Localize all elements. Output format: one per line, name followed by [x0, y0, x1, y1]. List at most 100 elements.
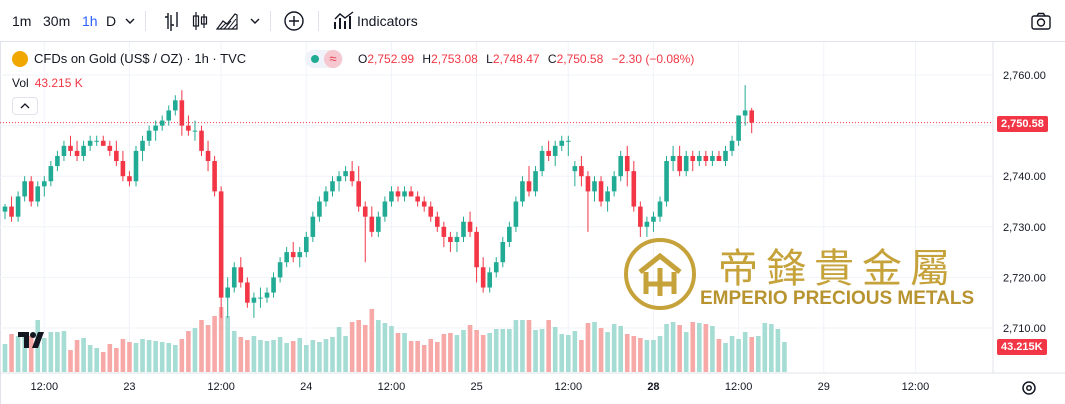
- candles-icon[interactable]: [188, 9, 212, 33]
- plus-circle-icon[interactable]: [282, 9, 306, 33]
- toolbar-divider: [270, 11, 271, 31]
- volume-bar: [297, 338, 303, 372]
- volume-bar: [61, 331, 67, 372]
- gold-symbol-icon[interactable]: [12, 51, 28, 67]
- price-chart[interactable]: 2,760.002,750.002,740.002,730.002,720.00…: [0, 42, 1065, 404]
- candle-body: [716, 155, 722, 162]
- candle-body: [369, 216, 375, 232]
- volume-bar: [703, 324, 709, 372]
- volume-bar: [100, 352, 106, 372]
- volume-bar: [369, 309, 375, 372]
- candle-body: [644, 221, 650, 227]
- chevron-up-icon: [20, 103, 30, 109]
- open-value: 2,752.99: [367, 52, 415, 66]
- volume-bar: [461, 330, 466, 372]
- close-key: C: [547, 52, 557, 66]
- camera-icon[interactable]: [1029, 9, 1053, 33]
- last-volume-tag: 43.215K: [997, 339, 1047, 355]
- candle-body: [94, 140, 99, 142]
- volume-bar: [120, 339, 126, 372]
- volume-bar: [28, 336, 34, 372]
- tradingview-logo[interactable]: [18, 330, 48, 350]
- volume-bar: [22, 332, 27, 372]
- interval-30m-button[interactable]: 30m: [43, 13, 71, 29]
- candle-body: [539, 150, 545, 172]
- volume-bar: [192, 328, 198, 372]
- open-key: O: [358, 52, 368, 66]
- candle-body: [736, 115, 741, 141]
- emperio-logo: [624, 238, 696, 310]
- market-status-pill[interactable]: ≈: [305, 50, 343, 68]
- volume-bar: [140, 339, 145, 372]
- candle-body: [179, 100, 185, 126]
- volume-bar: [448, 333, 453, 372]
- change-value: −2.30 (−0.08%): [611, 52, 695, 66]
- volume-bar: [271, 340, 276, 372]
- price-tick-label: 2,740.00: [1003, 171, 1046, 183]
- bar-style-icon[interactable]: [161, 9, 185, 33]
- candle-body: [87, 140, 93, 146]
- time-tick-label: 12:00: [31, 381, 59, 393]
- candle-body: [441, 226, 447, 237]
- candle-body: [526, 181, 532, 192]
- candle-body: [258, 297, 263, 299]
- area-icon[interactable]: [215, 9, 239, 33]
- candle-body: [140, 140, 145, 151]
- candle-body: [199, 130, 204, 151]
- low-value: 2,748.47: [492, 52, 540, 66]
- candle-body: [598, 181, 604, 202]
- volume-bar: [133, 343, 139, 372]
- candle-body: [218, 191, 224, 298]
- volume-bar: [710, 326, 715, 372]
- candle-body: [402, 191, 407, 197]
- interval-d-button[interactable]: D: [106, 13, 117, 29]
- settings-icon[interactable]: [1019, 378, 1039, 398]
- volume-bar: [428, 339, 434, 372]
- candle-body: [100, 140, 106, 146]
- chevron-down-icon[interactable]: [122, 9, 138, 33]
- candle-body: [127, 176, 132, 182]
- volume-bar: [749, 337, 754, 372]
- volume-bar: [775, 329, 781, 372]
- volume-bar: [153, 341, 158, 372]
- candle-body: [68, 145, 73, 151]
- candle-body: [55, 155, 60, 167]
- price-tick-label: 2,760.00: [1003, 70, 1046, 82]
- candle-body: [493, 262, 499, 273]
- candle-body: [428, 206, 434, 217]
- volume-bar: [559, 334, 565, 372]
- chevron-down-icon[interactable]: [247, 9, 263, 33]
- volume-bar: [467, 325, 473, 372]
- interval-1m-button[interactable]: 1m: [12, 13, 32, 29]
- volume-bar: [480, 335, 486, 372]
- indicators-button[interactable]: Indicators: [357, 13, 418, 29]
- high-value: 2,753.08: [431, 52, 478, 66]
- volume-bar: [755, 336, 761, 372]
- volume-bar: [677, 325, 682, 372]
- candle-body: [245, 282, 250, 303]
- volume-bar: [238, 337, 244, 372]
- collapse-legend-button[interactable]: [12, 97, 38, 115]
- candle-body: [212, 161, 217, 192]
- symbol-title[interactable]: CFDs on Gold (US$ / OZ) · 1h · TVC: [34, 51, 247, 66]
- candle-body: [552, 145, 558, 156]
- candle-body: [507, 226, 512, 242]
- candle-body: [611, 176, 617, 192]
- brand-watermark: 帝鋒貴金屬 EMPERIO PRECIOUS METALS: [624, 234, 994, 314]
- candle-body: [35, 186, 41, 202]
- candle-body: [323, 191, 329, 202]
- candle-body: [710, 155, 715, 162]
- volume-legend: Vol 43.215 K: [12, 76, 83, 90]
- volume-bar: [356, 320, 361, 372]
- candle-body: [677, 155, 682, 172]
- indicators-icon[interactable]: [332, 9, 356, 33]
- volume-bar: [349, 322, 355, 372]
- volume-bar: [697, 323, 702, 372]
- volume-bar: [55, 332, 60, 372]
- candlesticks: [2, 85, 754, 318]
- candle-body: [159, 120, 165, 126]
- candle-body: [42, 181, 47, 187]
- interval-1h-button[interactable]: 1h: [82, 13, 98, 29]
- volume-bar: [664, 324, 669, 372]
- volume-bar: [310, 340, 316, 372]
